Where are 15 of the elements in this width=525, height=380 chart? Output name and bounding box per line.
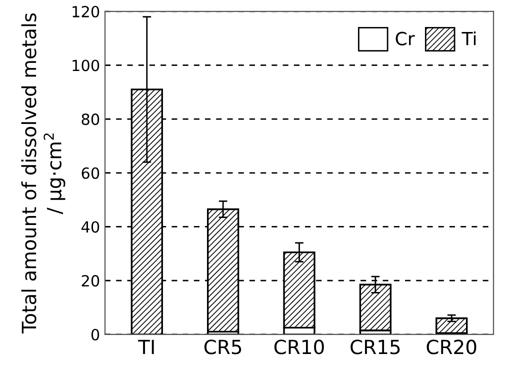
x-tick-label: CR20	[426, 340, 476, 354]
legend-label: Ti	[462, 31, 476, 46]
x-tick-label: CR15	[350, 340, 400, 354]
y-tick-label: 120	[72, 6, 100, 18]
y-axis-title: Total amount of dissolved metals / μg·cm$^{2}$	[21, 13, 66, 334]
legend-label: Cr	[396, 32, 415, 46]
y-tick-label: 80	[82, 114, 100, 126]
y-tick-label: 100	[72, 60, 100, 72]
x-tick-label: CR10	[274, 340, 324, 354]
y-tick-label: 0	[91, 328, 100, 340]
y-tick-label: 20	[82, 275, 100, 287]
x-tick-label: TI	[138, 340, 154, 354]
y-tick-label: 60	[82, 167, 100, 179]
x-tick-label: CR5	[204, 340, 242, 354]
y-tick-label: 40	[81, 221, 100, 233]
